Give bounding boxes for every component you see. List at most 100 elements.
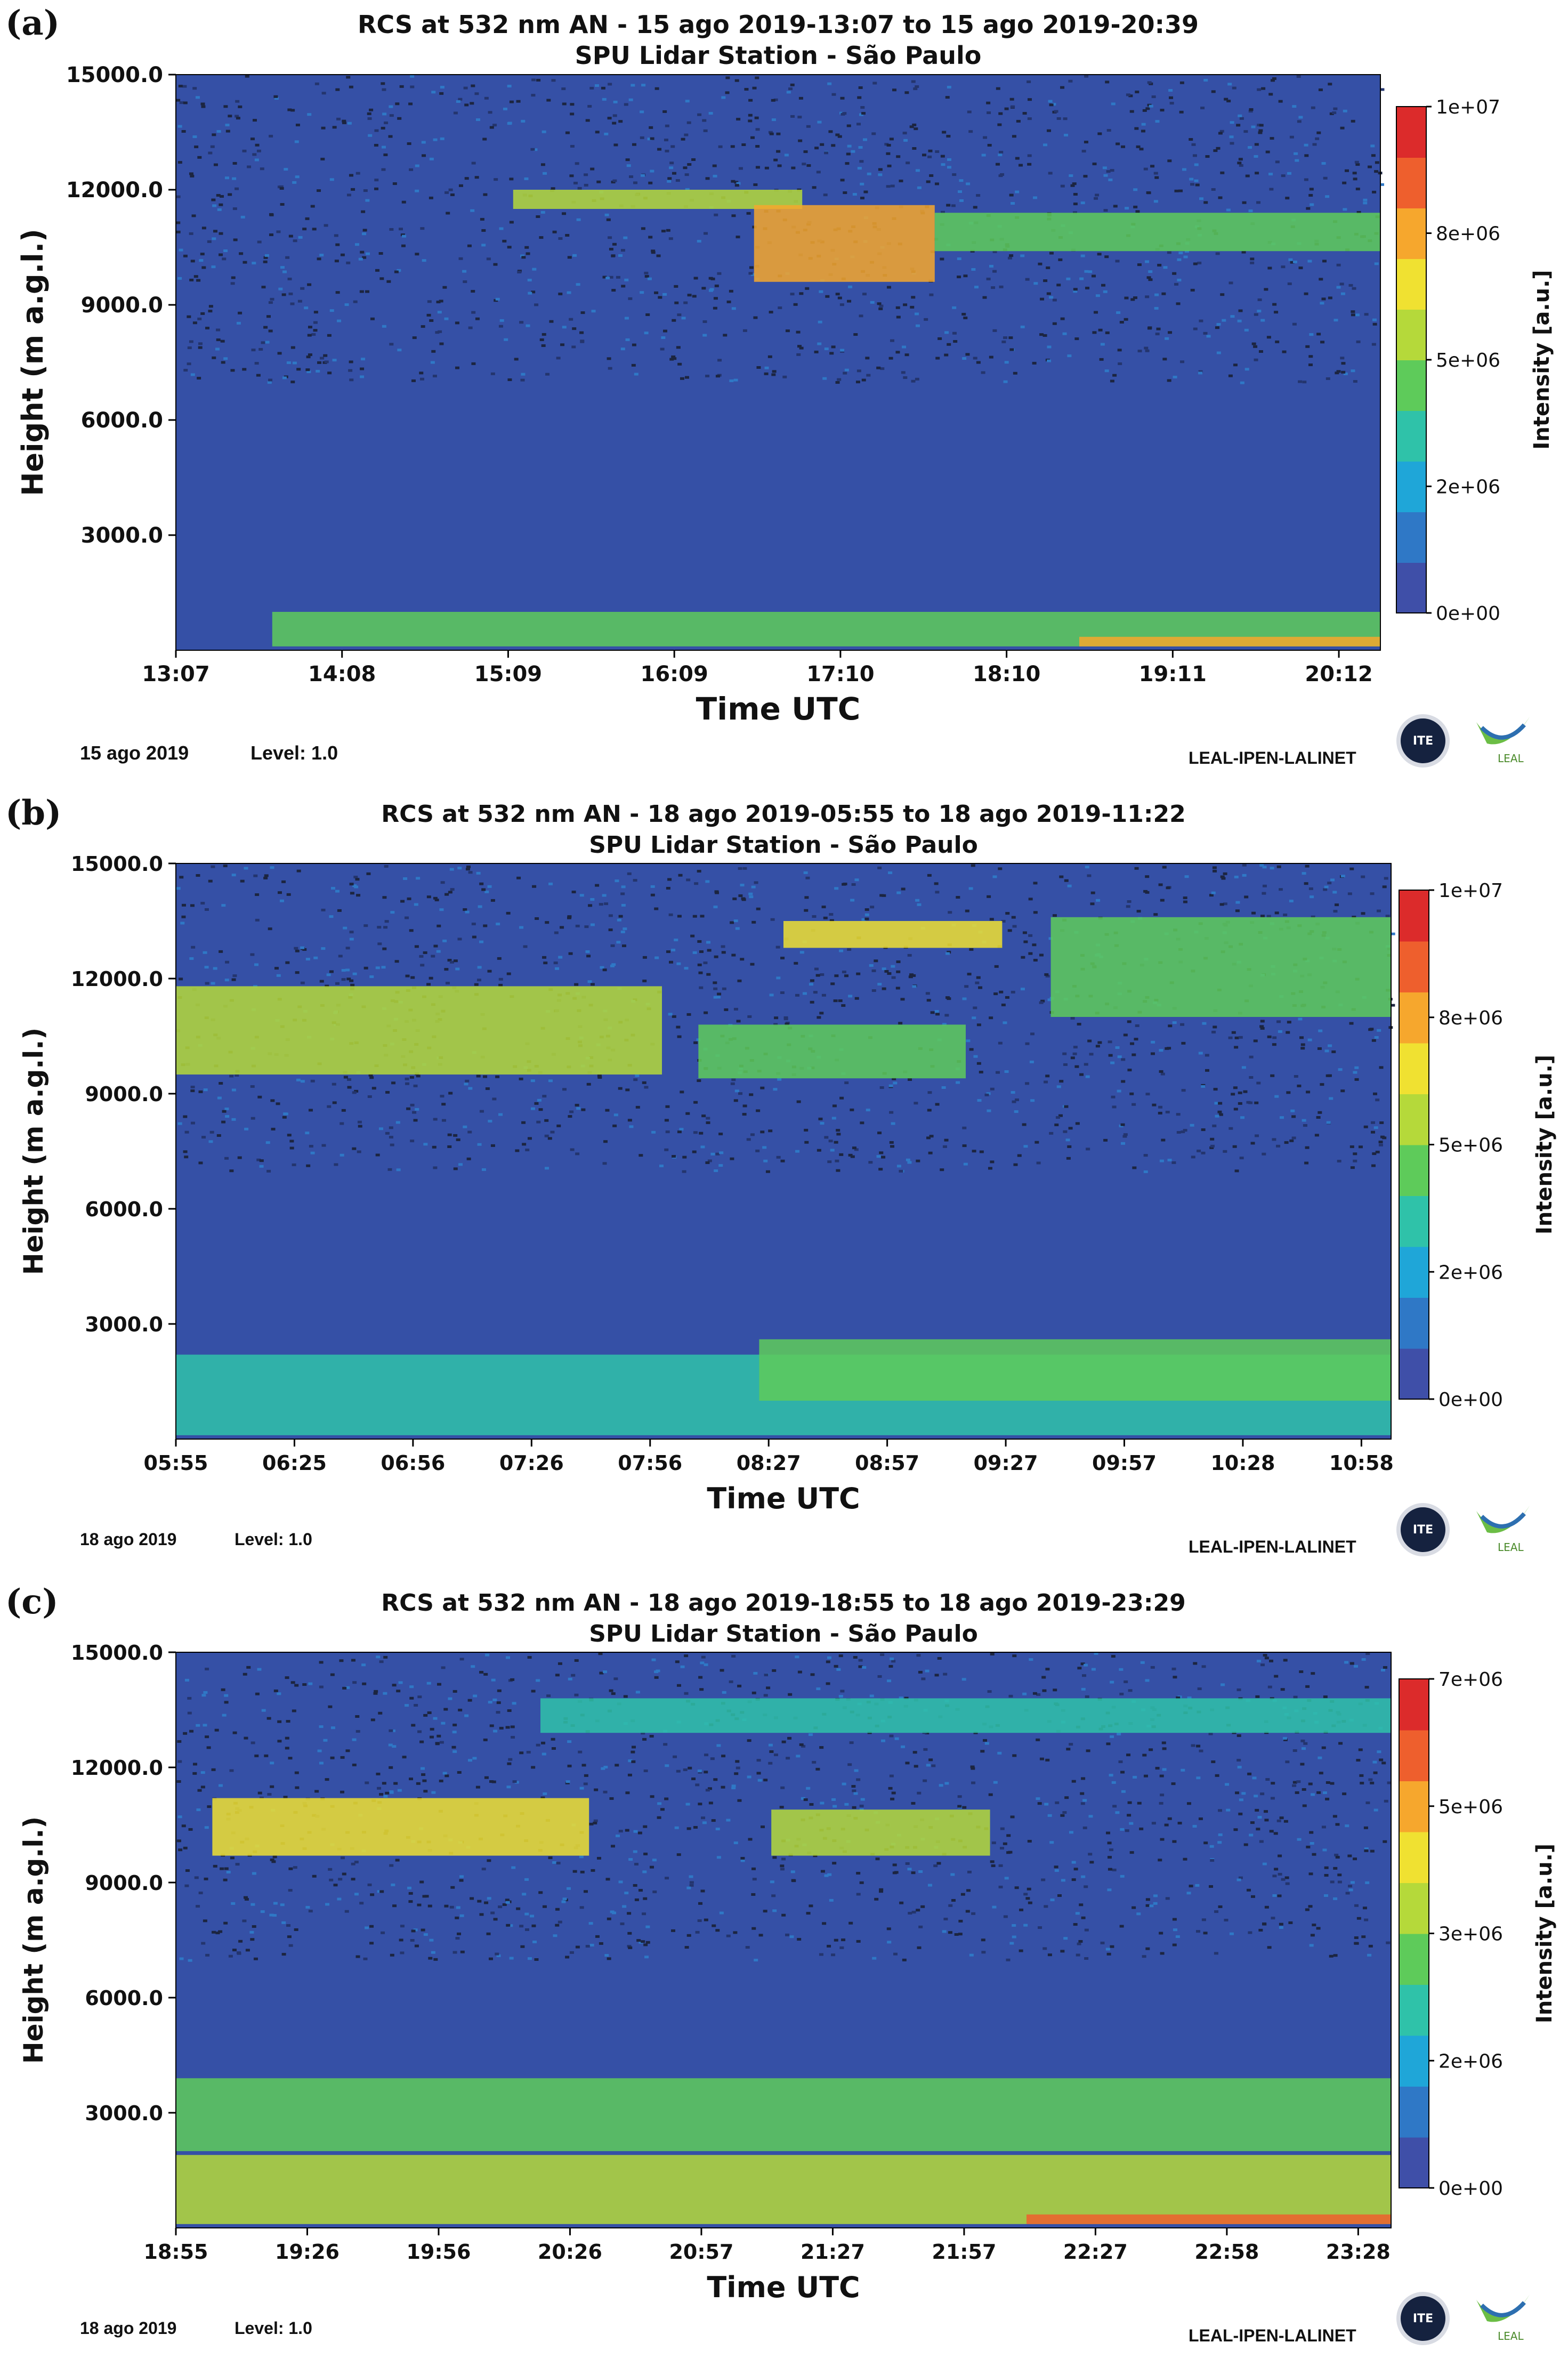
noise-pixel xyxy=(225,124,230,127)
noise-pixel xyxy=(463,1125,467,1128)
colorbar-segment xyxy=(1396,258,1426,310)
noise-pixel xyxy=(366,872,371,875)
noise-pixel xyxy=(302,228,307,231)
noise-pixel xyxy=(1111,1781,1116,1784)
noise-pixel xyxy=(374,1690,378,1693)
noise-pixel xyxy=(682,1156,687,1159)
noise-pixel xyxy=(890,1797,895,1800)
noise-pixel xyxy=(842,971,846,974)
noise-pixel xyxy=(281,1921,286,1924)
noise-pixel xyxy=(1073,192,1078,196)
noise-pixel xyxy=(829,1899,834,1902)
noise-pixel xyxy=(787,1736,792,1740)
noise-pixel xyxy=(389,1766,393,1769)
noise-pixel xyxy=(281,293,286,296)
noise-pixel xyxy=(261,286,266,289)
noise-pixel xyxy=(777,164,782,167)
noise-pixel xyxy=(697,240,701,243)
noise-pixel xyxy=(986,277,991,280)
noise-pixel xyxy=(199,259,204,262)
noise-pixel xyxy=(1324,1873,1329,1877)
noise-pixel xyxy=(771,99,775,102)
noise-pixel xyxy=(1056,284,1061,287)
noise-pixel xyxy=(213,967,217,970)
noise-pixel xyxy=(440,137,444,140)
noise-pixel xyxy=(1149,104,1153,108)
feature-residual-layer xyxy=(176,2078,1391,2151)
noise-pixel xyxy=(561,1900,566,1903)
noise-pixel xyxy=(502,1903,507,1906)
noise-pixel xyxy=(608,914,613,917)
noise-pixel xyxy=(868,1161,873,1164)
noise-pixel xyxy=(1213,1025,1217,1029)
noise-pixel xyxy=(464,177,469,180)
noise-pixel xyxy=(286,1924,291,1927)
noise-pixel xyxy=(1329,1954,1333,1958)
noise-pixel xyxy=(1105,80,1110,84)
noise-pixel xyxy=(716,1744,721,1747)
noise-pixel xyxy=(940,257,944,261)
noise-pixel xyxy=(751,1867,756,1870)
y-tick-label: 12000.0 xyxy=(66,178,163,203)
noise-pixel xyxy=(817,120,822,124)
noise-pixel xyxy=(1259,124,1264,127)
noise-pixel xyxy=(825,295,830,298)
noise-pixel xyxy=(528,292,532,295)
noise-pixel xyxy=(654,87,659,90)
noise-pixel xyxy=(296,869,301,873)
noise-pixel xyxy=(399,1938,403,1942)
noise-pixel xyxy=(1186,1892,1191,1895)
noise-pixel xyxy=(856,369,861,373)
noise-pixel xyxy=(1270,1797,1275,1800)
noise-pixel xyxy=(1353,177,1357,181)
noise-pixel xyxy=(903,376,908,379)
noise-pixel xyxy=(270,866,274,869)
noise-pixel xyxy=(485,1653,490,1657)
noise-pixel xyxy=(957,190,962,193)
noise-pixel xyxy=(439,300,443,303)
noise-pixel xyxy=(718,1133,723,1136)
noise-pixel xyxy=(1235,909,1240,912)
noise-pixel xyxy=(389,1136,393,1139)
noise-pixel xyxy=(1130,1042,1135,1045)
noise-pixel xyxy=(911,1801,916,1805)
noise-pixel xyxy=(442,286,447,289)
noise-pixel xyxy=(1177,1822,1182,1825)
noise-pixel xyxy=(869,964,874,967)
noise-pixel xyxy=(935,150,940,153)
noise-pixel xyxy=(686,1886,691,1889)
noise-pixel xyxy=(641,84,646,87)
noise-pixel xyxy=(527,1137,532,1140)
noise-pixel xyxy=(1286,1031,1290,1034)
noise-pixel xyxy=(1071,1780,1076,1783)
noise-pixel xyxy=(574,983,579,986)
noise-pixel xyxy=(294,1684,299,1687)
noise-pixel xyxy=(713,174,717,177)
noise-pixel xyxy=(596,180,601,183)
noise-pixel xyxy=(481,888,486,891)
noise-pixel xyxy=(861,378,866,382)
noise-pixel xyxy=(1085,1695,1089,1698)
noise-pixel xyxy=(904,1697,909,1700)
noise-pixel xyxy=(1273,1832,1278,1835)
noise-pixel xyxy=(1150,165,1155,168)
noise-pixel xyxy=(1231,1031,1236,1034)
noise-pixel xyxy=(1064,879,1069,882)
noise-pixel xyxy=(840,112,845,116)
noise-pixel xyxy=(802,163,806,166)
noise-pixel xyxy=(337,909,342,912)
noise-pixel xyxy=(509,221,514,224)
noise-pixel xyxy=(305,957,310,960)
noise-pixel xyxy=(279,899,284,902)
noise-pixel xyxy=(1144,346,1149,350)
noise-pixel xyxy=(1316,333,1321,336)
noise-pixel xyxy=(1201,1665,1206,1668)
noise-pixel xyxy=(752,1878,757,1881)
noise-pixel xyxy=(1145,260,1150,263)
noise-pixel xyxy=(250,1117,255,1120)
noise-pixel xyxy=(1325,1074,1330,1077)
noise-pixel xyxy=(810,1000,814,1004)
noise-pixel xyxy=(362,229,367,232)
noise-pixel xyxy=(352,1147,357,1150)
noise-pixel xyxy=(826,1682,830,1685)
